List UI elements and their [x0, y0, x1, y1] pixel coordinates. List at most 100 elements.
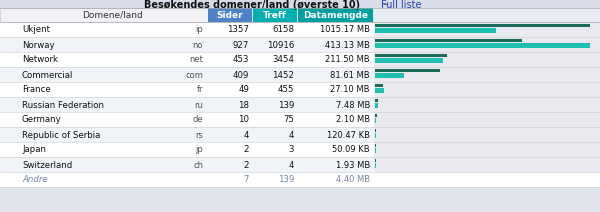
Text: Japan: Japan	[22, 145, 46, 155]
FancyBboxPatch shape	[375, 163, 376, 168]
Text: 139: 139	[278, 176, 294, 184]
Text: 49: 49	[238, 85, 249, 95]
FancyBboxPatch shape	[375, 73, 404, 78]
FancyBboxPatch shape	[0, 142, 374, 157]
Text: 6158: 6158	[272, 25, 294, 35]
Text: 1.93 MB: 1.93 MB	[336, 160, 370, 170]
Text: com: com	[185, 71, 203, 80]
Text: 3: 3	[289, 145, 294, 155]
FancyBboxPatch shape	[0, 127, 374, 142]
FancyBboxPatch shape	[374, 97, 600, 112]
Text: Republic of Serbia: Republic of Serbia	[22, 131, 100, 139]
FancyBboxPatch shape	[374, 22, 600, 37]
Text: Commercial: Commercial	[22, 71, 73, 80]
FancyBboxPatch shape	[208, 8, 252, 22]
Text: 3454: 3454	[272, 56, 294, 64]
Text: Full liste: Full liste	[381, 0, 421, 10]
Text: 81.61 MB: 81.61 MB	[331, 71, 370, 80]
Text: 2: 2	[244, 160, 249, 170]
Text: 211.50 MB: 211.50 MB	[325, 56, 370, 64]
FancyBboxPatch shape	[298, 8, 373, 22]
FancyBboxPatch shape	[375, 148, 376, 153]
FancyBboxPatch shape	[0, 82, 374, 97]
Text: Norway: Norway	[22, 40, 55, 49]
FancyBboxPatch shape	[375, 84, 383, 87]
Text: de: de	[193, 116, 203, 124]
Text: ru: ru	[194, 100, 203, 110]
Text: Datamengde: Datamengde	[303, 11, 368, 20]
FancyBboxPatch shape	[0, 112, 374, 127]
Text: 927: 927	[233, 40, 249, 49]
FancyBboxPatch shape	[375, 88, 384, 93]
Text: rs: rs	[195, 131, 203, 139]
Text: net: net	[189, 56, 203, 64]
FancyBboxPatch shape	[375, 132, 376, 138]
Text: 4.40 MB: 4.40 MB	[336, 176, 370, 184]
FancyBboxPatch shape	[375, 144, 376, 147]
Text: 4: 4	[289, 160, 294, 170]
Text: Ukjent: Ukjent	[22, 25, 50, 35]
Text: 7.48 MB: 7.48 MB	[335, 100, 370, 110]
Text: 1015.17 MB: 1015.17 MB	[320, 25, 370, 35]
Text: 27.10 MB: 27.10 MB	[331, 85, 370, 95]
FancyBboxPatch shape	[374, 37, 600, 52]
Text: Sider: Sider	[217, 11, 244, 20]
Text: Russian Federation: Russian Federation	[22, 100, 104, 110]
FancyBboxPatch shape	[374, 157, 600, 172]
FancyBboxPatch shape	[0, 67, 374, 82]
FancyBboxPatch shape	[0, 97, 374, 112]
Text: 7: 7	[244, 176, 249, 184]
FancyBboxPatch shape	[375, 159, 376, 162]
FancyBboxPatch shape	[0, 52, 374, 67]
Text: 1357: 1357	[227, 25, 249, 35]
FancyBboxPatch shape	[375, 68, 440, 72]
FancyBboxPatch shape	[374, 142, 600, 157]
Text: 10916: 10916	[266, 40, 294, 49]
FancyBboxPatch shape	[375, 42, 590, 48]
FancyBboxPatch shape	[0, 172, 600, 187]
Text: Network: Network	[22, 56, 58, 64]
FancyBboxPatch shape	[375, 128, 376, 132]
Text: 75: 75	[283, 116, 294, 124]
FancyBboxPatch shape	[375, 53, 446, 57]
FancyBboxPatch shape	[375, 113, 377, 117]
Text: Andre: Andre	[22, 176, 47, 184]
Text: 18: 18	[238, 100, 249, 110]
FancyBboxPatch shape	[0, 22, 374, 37]
FancyBboxPatch shape	[0, 0, 600, 8]
Text: 455: 455	[277, 85, 294, 95]
FancyBboxPatch shape	[375, 57, 443, 63]
FancyBboxPatch shape	[374, 127, 600, 142]
Text: –: –	[383, 0, 388, 10]
Text: 139: 139	[278, 100, 294, 110]
FancyBboxPatch shape	[375, 39, 521, 42]
Text: no: no	[193, 40, 203, 49]
Text: ip: ip	[195, 25, 203, 35]
FancyBboxPatch shape	[0, 37, 374, 52]
FancyBboxPatch shape	[375, 102, 378, 108]
Text: 4: 4	[244, 131, 249, 139]
Text: 413.13 MB: 413.13 MB	[325, 40, 370, 49]
Text: Domene/land: Domene/land	[82, 11, 143, 20]
FancyBboxPatch shape	[374, 52, 600, 67]
Text: 409: 409	[233, 71, 249, 80]
Text: 120.47 KB: 120.47 KB	[327, 131, 370, 139]
Text: Switzerland: Switzerland	[22, 160, 72, 170]
FancyBboxPatch shape	[253, 8, 297, 22]
FancyBboxPatch shape	[0, 8, 208, 22]
Text: 2: 2	[244, 145, 249, 155]
FancyBboxPatch shape	[375, 99, 378, 102]
FancyBboxPatch shape	[375, 117, 376, 123]
Text: 4: 4	[289, 131, 294, 139]
FancyBboxPatch shape	[374, 8, 600, 22]
Text: France: France	[22, 85, 51, 95]
Text: Besøkendes domener/land (øverste 10): Besøkendes domener/land (øverste 10)	[144, 0, 360, 10]
Text: ch: ch	[193, 160, 203, 170]
Text: 453: 453	[233, 56, 249, 64]
FancyBboxPatch shape	[0, 157, 374, 172]
Text: 50.09 KB: 50.09 KB	[332, 145, 370, 155]
FancyBboxPatch shape	[375, 24, 590, 27]
Text: 10: 10	[238, 116, 249, 124]
FancyBboxPatch shape	[374, 82, 600, 97]
Text: jp: jp	[195, 145, 203, 155]
